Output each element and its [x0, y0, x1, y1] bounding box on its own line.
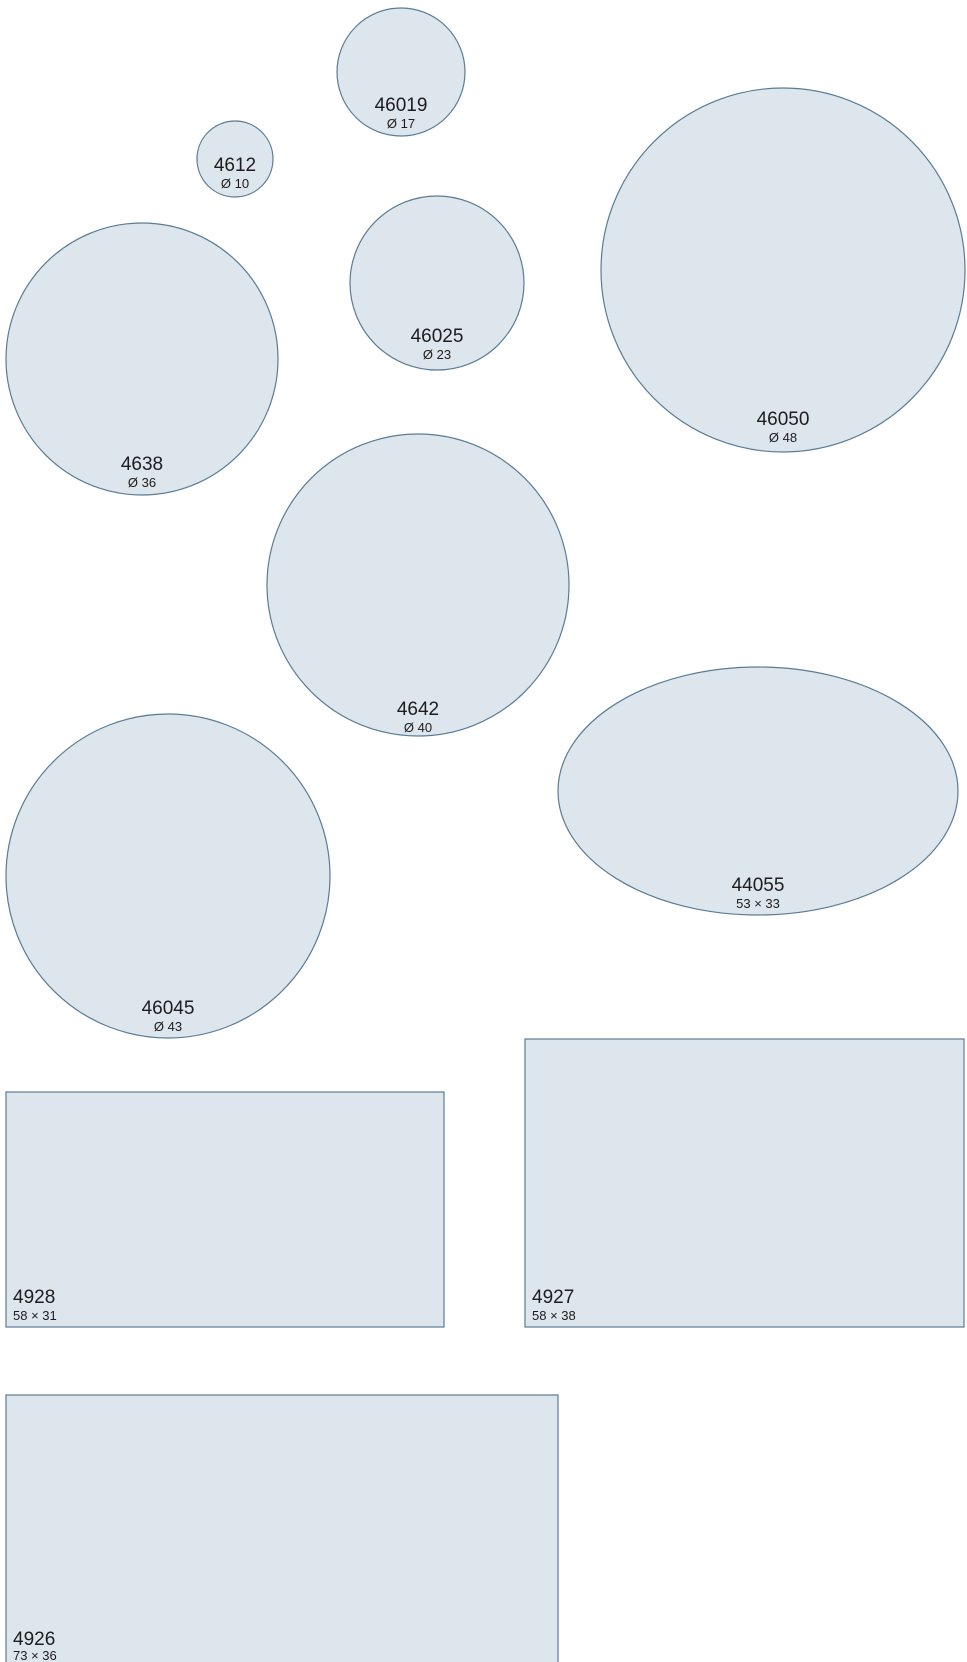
table-dimension: Ø 48 — [769, 430, 797, 445]
circle-shape — [266, 433, 570, 737]
table-id: 46025 — [411, 326, 464, 347]
table-4927[interactable]: 4927 58 × 38 — [524, 1038, 965, 1328]
circle-shape — [5, 222, 279, 496]
rect-shape — [5, 1091, 445, 1328]
table-id: 4612 — [214, 155, 256, 176]
table-dimension: Ø 23 — [423, 347, 451, 362]
circle-shape — [336, 7, 466, 137]
table-dimension: 73 × 36 — [13, 1648, 57, 1662]
table-dimension: 58 × 31 — [13, 1308, 57, 1323]
table-dimension: Ø 17 — [387, 116, 415, 131]
table-dimension: Ø 10 — [221, 176, 249, 191]
table-dimension: Ø 40 — [404, 720, 432, 735]
circle-shape — [5, 713, 331, 1039]
circle-shape — [600, 87, 966, 453]
table-id: 44055 — [732, 875, 785, 896]
rect-shape — [5, 1394, 559, 1662]
table-46025[interactable]: 46025 Ø 23 — [349, 195, 525, 371]
rect-shape — [524, 1038, 965, 1328]
table-id: 46045 — [142, 998, 195, 1019]
table-44055[interactable]: 44055 53 × 33 — [557, 666, 959, 916]
table-dimension: Ø 36 — [128, 475, 156, 490]
table-dimension: 53 × 33 — [736, 896, 780, 911]
table-4638[interactable]: 4638 Ø 36 — [5, 222, 279, 496]
table-46045[interactable]: 46045 Ø 43 — [5, 713, 331, 1039]
table-dimension: Ø 43 — [154, 1019, 182, 1034]
table-id: 4927 — [532, 1287, 574, 1308]
table-4642[interactable]: 4642 Ø 40 — [266, 433, 570, 737]
table-id: 4642 — [397, 699, 439, 720]
ellipse-shape — [557, 666, 959, 916]
table-4928[interactable]: 4928 58 × 31 — [5, 1091, 445, 1328]
table-id: 46050 — [757, 409, 810, 430]
circle-shape — [349, 195, 525, 371]
table-4612[interactable]: 4612 Ø 10 — [196, 120, 274, 198]
table-46050[interactable]: 46050 Ø 48 — [600, 87, 966, 453]
table-dimension: 58 × 38 — [532, 1308, 576, 1323]
table-46019[interactable]: 46019 Ø 17 — [336, 7, 466, 137]
circle-shape — [196, 120, 274, 198]
table-id: 4928 — [13, 1287, 55, 1308]
table-4926[interactable]: 4926 73 × 36 — [5, 1394, 559, 1662]
table-id: 4926 — [13, 1629, 55, 1650]
table-id: 46019 — [375, 95, 428, 116]
table-id: 4638 — [121, 454, 163, 475]
